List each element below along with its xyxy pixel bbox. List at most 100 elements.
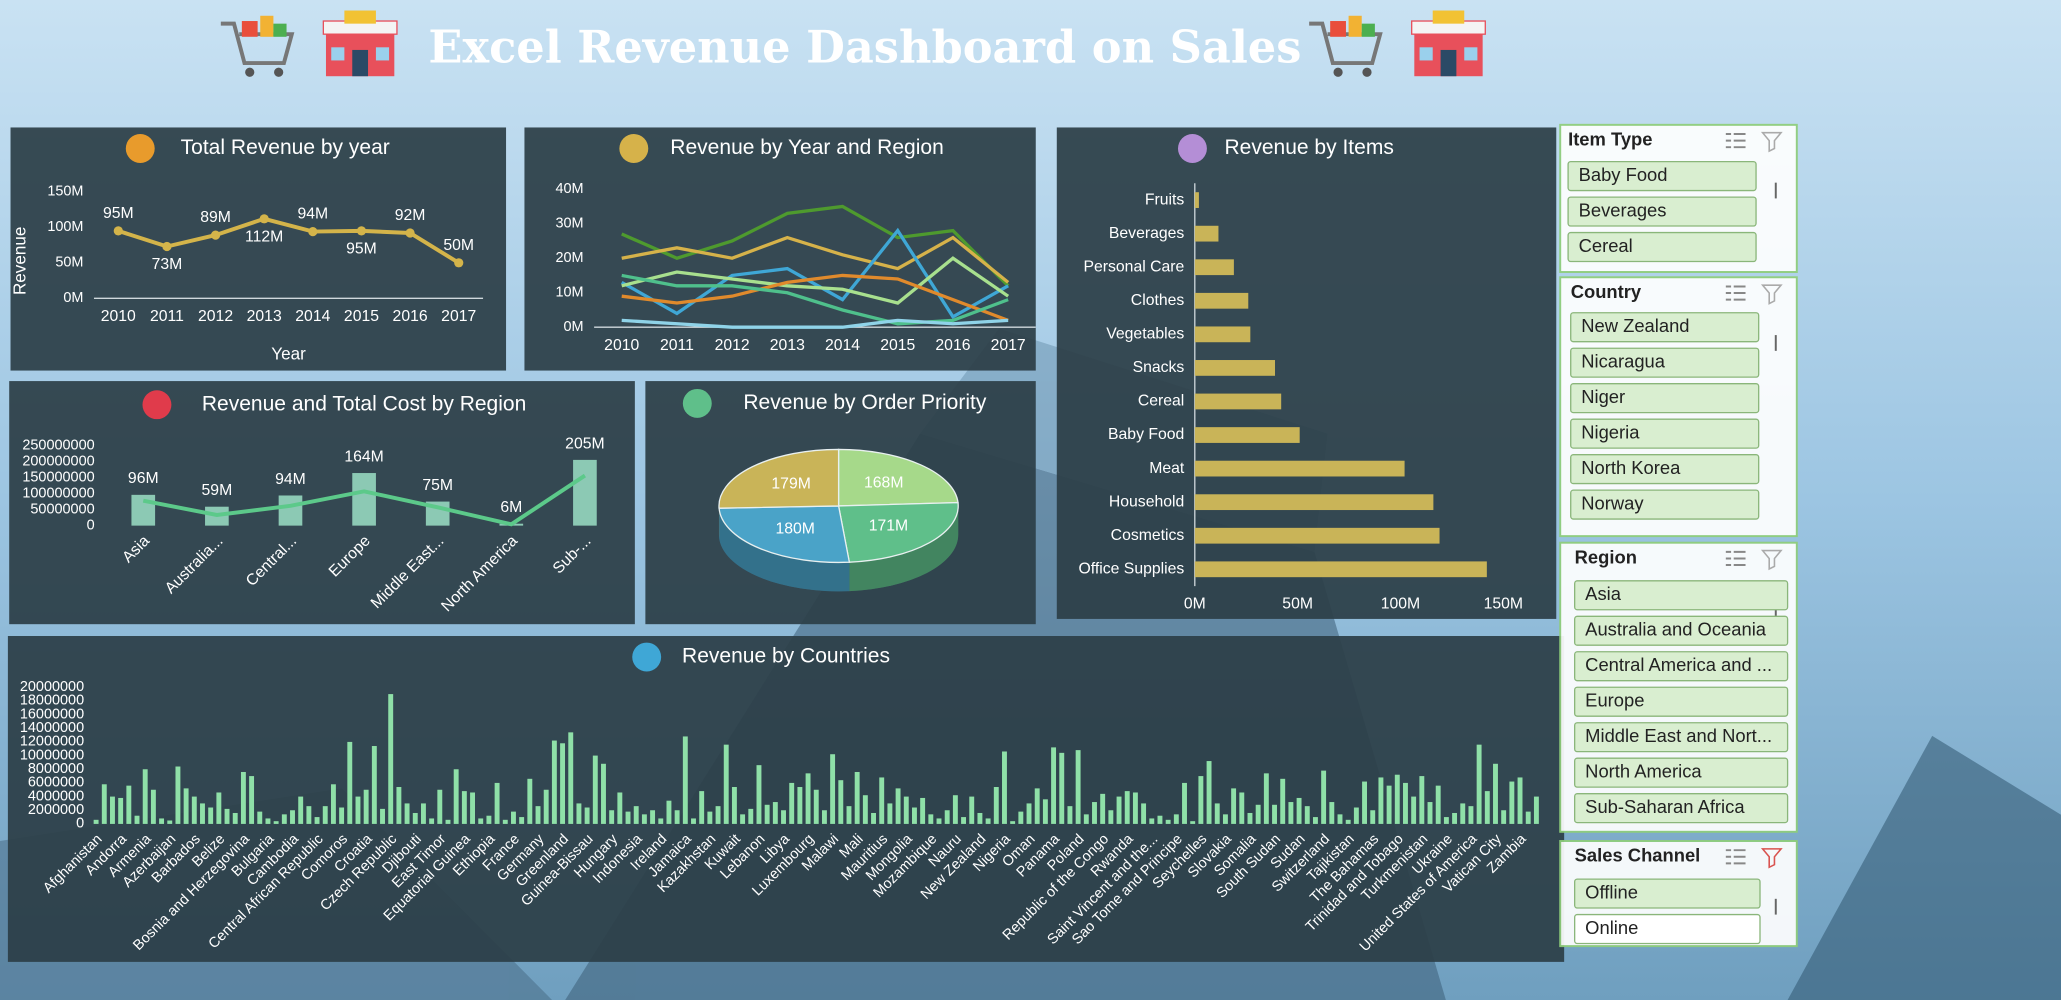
cart-icon <box>1309 15 1383 77</box>
slicer-item[interactable] <box>1574 913 1761 945</box>
slicer-item-label[interactable]: Offline <box>1585 881 1638 902</box>
slicer-item[interactable] <box>1567 196 1757 227</box>
y-tick-label: 0M <box>63 290 83 306</box>
bar <box>748 808 754 824</box>
slice <box>718 448 840 509</box>
bar <box>1059 752 1065 824</box>
slicer-item[interactable] <box>1570 454 1760 485</box>
slicer-item-label[interactable]: Nigeria <box>1581 422 1640 443</box>
clear-filter-icon[interactable] <box>1760 549 1783 571</box>
bar <box>1194 427 1300 443</box>
bar <box>257 811 263 824</box>
slicer-item-label[interactable]: Middle East and Nort... <box>1585 725 1772 746</box>
slicer-item[interactable] <box>1570 383 1760 414</box>
slicer-item-label[interactable]: Nicaragua <box>1581 351 1666 372</box>
bar <box>281 814 287 824</box>
bar <box>1214 803 1220 824</box>
slicer-item-label[interactable]: North Korea <box>1581 457 1681 478</box>
clear-filter-icon[interactable] <box>1760 848 1783 869</box>
slicer-item[interactable] <box>1570 418 1760 449</box>
y-tick-label: 6000000 <box>28 775 84 791</box>
bar <box>191 796 197 824</box>
bar <box>1149 818 1155 824</box>
panel-background <box>524 127 1036 371</box>
slicer-item[interactable] <box>1574 580 1789 611</box>
clear-filter-icon[interactable] <box>1760 284 1783 305</box>
slicer-item-label[interactable]: New Zealand <box>1581 315 1689 336</box>
slicer-item[interactable] <box>1574 793 1789 824</box>
slicer-item[interactable] <box>1570 312 1760 343</box>
multi-select-icon[interactable] <box>1725 849 1746 865</box>
point <box>113 226 123 236</box>
bar <box>330 784 336 824</box>
slicer-item-label[interactable]: Asia <box>1585 583 1622 604</box>
bar <box>1452 812 1458 824</box>
bar <box>1362 781 1368 824</box>
bar <box>200 803 205 824</box>
slicer-item[interactable] <box>1574 615 1789 646</box>
bar <box>1194 192 1199 208</box>
slicer-item[interactable] <box>1574 651 1789 682</box>
y-tick-label: 14000000 <box>20 720 84 736</box>
bar <box>920 797 926 824</box>
y-tick-label: 10000000 <box>20 747 84 763</box>
slicer-item-label[interactable]: Europe <box>1585 690 1644 711</box>
y-tick-label: Personal Care <box>1083 258 1184 275</box>
bar <box>511 811 516 824</box>
slicer-item[interactable] <box>1574 878 1761 909</box>
slicer-item-label[interactable]: Sub-Saharan Africa <box>1585 796 1745 817</box>
slicer-item-label[interactable]: Cereal <box>1579 235 1633 256</box>
data-label: 89M <box>200 209 231 226</box>
bar <box>314 817 320 824</box>
bar <box>887 803 893 824</box>
slicer-item[interactable] <box>1567 160 1757 192</box>
bar <box>502 819 508 824</box>
slicer-item-label[interactable]: Central America and ... <box>1585 654 1772 675</box>
slicer-item[interactable] <box>1574 757 1789 788</box>
bar <box>494 782 500 824</box>
bar <box>658 818 664 824</box>
slicer-item[interactable] <box>1574 686 1789 717</box>
slicer-item[interactable] <box>1574 722 1789 753</box>
point <box>162 241 172 252</box>
bar <box>699 791 705 824</box>
multi-select-icon[interactable] <box>1725 550 1746 567</box>
x-tick-label: 2013 <box>770 337 805 354</box>
bar <box>1002 751 1007 824</box>
slice-side <box>849 505 959 592</box>
bar <box>420 803 426 824</box>
y-tick-label: 50000000 <box>30 501 94 517</box>
clear-filter-icon[interactable] <box>1760 131 1783 153</box>
slicer-item-label[interactable]: Online <box>1585 917 1638 938</box>
bar <box>1403 782 1408 824</box>
y-tick-label: 4000000 <box>28 788 84 804</box>
bar <box>952 795 958 824</box>
slicer-item[interactable] <box>1567 231 1757 263</box>
slicer-item-label[interactable]: Niger <box>1581 386 1625 407</box>
slicer-item-label[interactable]: Baby Food <box>1579 164 1668 185</box>
bar <box>633 806 639 824</box>
slicer-item[interactable] <box>1570 489 1760 520</box>
slicer-item[interactable] <box>1570 347 1760 378</box>
slicer-item-label[interactable]: Australia and Oceania <box>1585 619 1767 640</box>
multi-select-icon[interactable] <box>1725 285 1746 301</box>
slicer-item-label[interactable]: North America <box>1585 761 1702 782</box>
multi-select-icon[interactable] <box>1725 133 1746 149</box>
bar <box>584 807 590 824</box>
bar <box>290 810 295 824</box>
bar <box>1493 763 1498 824</box>
bar <box>1194 225 1219 242</box>
slicer-item-label[interactable]: Beverages <box>1579 199 1667 220</box>
bar <box>142 769 148 824</box>
x-tick-label: 2010 <box>604 337 639 354</box>
slicer: Item Type Baby Food Beverages Cereal <box>1559 123 1798 273</box>
bar <box>1173 814 1179 824</box>
bar <box>1108 810 1114 824</box>
x-tick-label: 2017 <box>441 308 476 325</box>
slicer-item-label[interactable]: Norway <box>1581 492 1644 513</box>
bar <box>1345 819 1351 824</box>
y-tick-label: 20000000 <box>20 679 84 695</box>
bar <box>1476 744 1482 824</box>
bar <box>1329 802 1335 824</box>
bar <box>1419 776 1425 824</box>
